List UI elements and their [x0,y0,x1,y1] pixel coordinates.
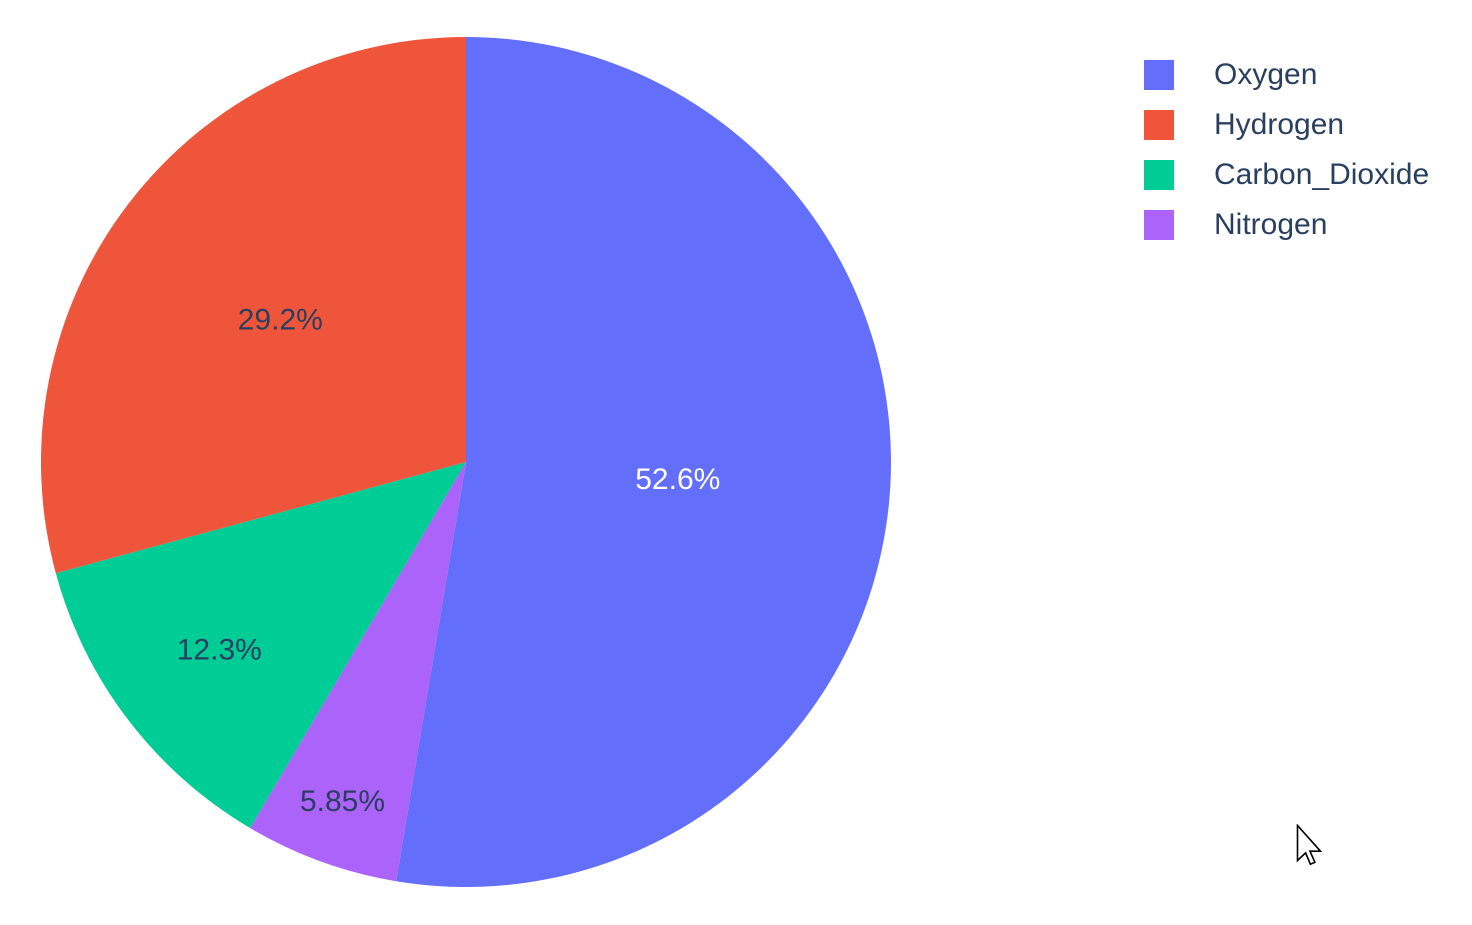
pie-slice-label-hydrogen: 29.2% [238,304,323,337]
legend-item-oxygen[interactable]: Oxygen [1144,58,1429,91]
legend-item-carbon_dioxide[interactable]: Carbon_Dioxide [1144,158,1430,191]
pie-slice-label-carbon_dioxide: 12.3% [177,634,262,667]
legend-label: Oxygen [1214,58,1318,91]
pie-slice-carbon_dioxide[interactable] [55,462,467,829]
pie-slice-label-oxygen: 52.6% [635,463,720,496]
legend-item-hydrogen[interactable]: Hydrogen [1144,108,1429,141]
legend-swatch-icon [1144,160,1174,190]
legend-label: Carbon_Dioxide [1214,158,1430,191]
pie-chart: 52.6% 5.85% 12.3% 29.2% [40,37,891,887]
pie-slice-nitrogen[interactable] [250,462,466,882]
legend: Oxygen Hydrogen Carbon_Dioxide Nitrogen [1144,58,1430,260]
pie-slice-hydrogen[interactable] [40,37,466,574]
legend-swatch-icon [1144,210,1174,240]
legend-swatch-icon [1144,60,1174,90]
pie-slice-oxygen[interactable] [396,37,891,887]
legend-label: Nitrogen [1214,208,1328,241]
legend-label: Hydrogen [1214,108,1345,141]
legend-item-nitrogen[interactable]: Nitrogen [1144,208,1429,241]
mouse-cursor [1296,824,1322,866]
pie-slice-label-nitrogen: 5.85% [300,785,385,818]
legend-swatch-icon [1144,110,1174,140]
